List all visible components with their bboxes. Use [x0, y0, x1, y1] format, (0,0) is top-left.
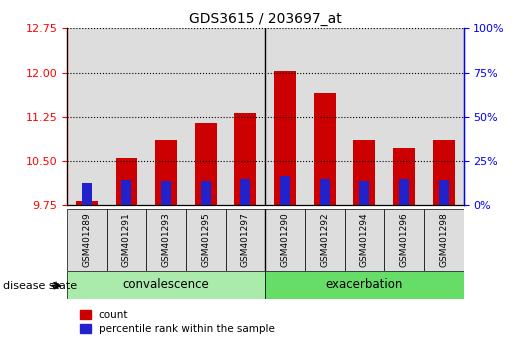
Bar	[345, 28, 384, 205]
Bar	[305, 28, 345, 205]
Bar	[314, 93, 336, 205]
Bar	[241, 179, 250, 205]
Bar	[424, 209, 464, 271]
Bar	[195, 123, 217, 205]
Bar	[186, 209, 226, 271]
Bar	[265, 209, 305, 271]
Bar	[393, 148, 415, 205]
Bar	[399, 179, 409, 205]
Bar	[320, 179, 330, 205]
Text: GSM401292: GSM401292	[320, 212, 329, 267]
Bar	[107, 28, 146, 205]
Text: convalescence: convalescence	[123, 279, 210, 291]
Text: disease state: disease state	[3, 281, 77, 291]
Bar	[115, 158, 138, 205]
Bar	[359, 181, 369, 205]
Text: GSM401296: GSM401296	[400, 212, 408, 267]
Title: GDS3615 / 203697_at: GDS3615 / 203697_at	[189, 12, 341, 26]
Text: GSM401289: GSM401289	[82, 212, 91, 267]
Bar	[226, 28, 265, 205]
Bar	[146, 28, 186, 205]
Bar	[353, 141, 375, 205]
Bar	[345, 209, 384, 271]
Bar	[122, 180, 131, 205]
Bar	[433, 141, 455, 205]
Bar	[265, 271, 464, 299]
Bar	[226, 209, 265, 271]
Bar	[305, 209, 345, 271]
Bar	[439, 180, 449, 205]
Text: GSM401295: GSM401295	[201, 212, 210, 267]
Text: GSM401290: GSM401290	[281, 212, 289, 267]
Legend: count, percentile rank within the sample: count, percentile rank within the sample	[80, 310, 274, 334]
Text: GSM401297: GSM401297	[241, 212, 250, 267]
Bar	[201, 181, 211, 205]
Bar	[234, 113, 256, 205]
Bar	[280, 176, 290, 205]
Bar	[186, 28, 226, 205]
Text: GSM401293: GSM401293	[162, 212, 170, 267]
Bar	[274, 72, 296, 205]
Bar	[384, 209, 424, 271]
Bar	[76, 201, 98, 205]
Bar	[424, 28, 464, 205]
Bar	[161, 181, 171, 205]
Bar	[67, 28, 107, 205]
Text: GSM401298: GSM401298	[439, 212, 448, 267]
Text: exacerbation: exacerbation	[325, 279, 403, 291]
Bar	[67, 209, 107, 271]
Bar	[384, 28, 424, 205]
Bar	[146, 209, 186, 271]
Bar	[82, 183, 92, 205]
Bar	[265, 28, 305, 205]
Bar	[67, 271, 265, 299]
Bar	[155, 141, 177, 205]
Text: GSM401291: GSM401291	[122, 212, 131, 267]
Bar	[107, 209, 146, 271]
Text: GSM401294: GSM401294	[360, 212, 369, 267]
